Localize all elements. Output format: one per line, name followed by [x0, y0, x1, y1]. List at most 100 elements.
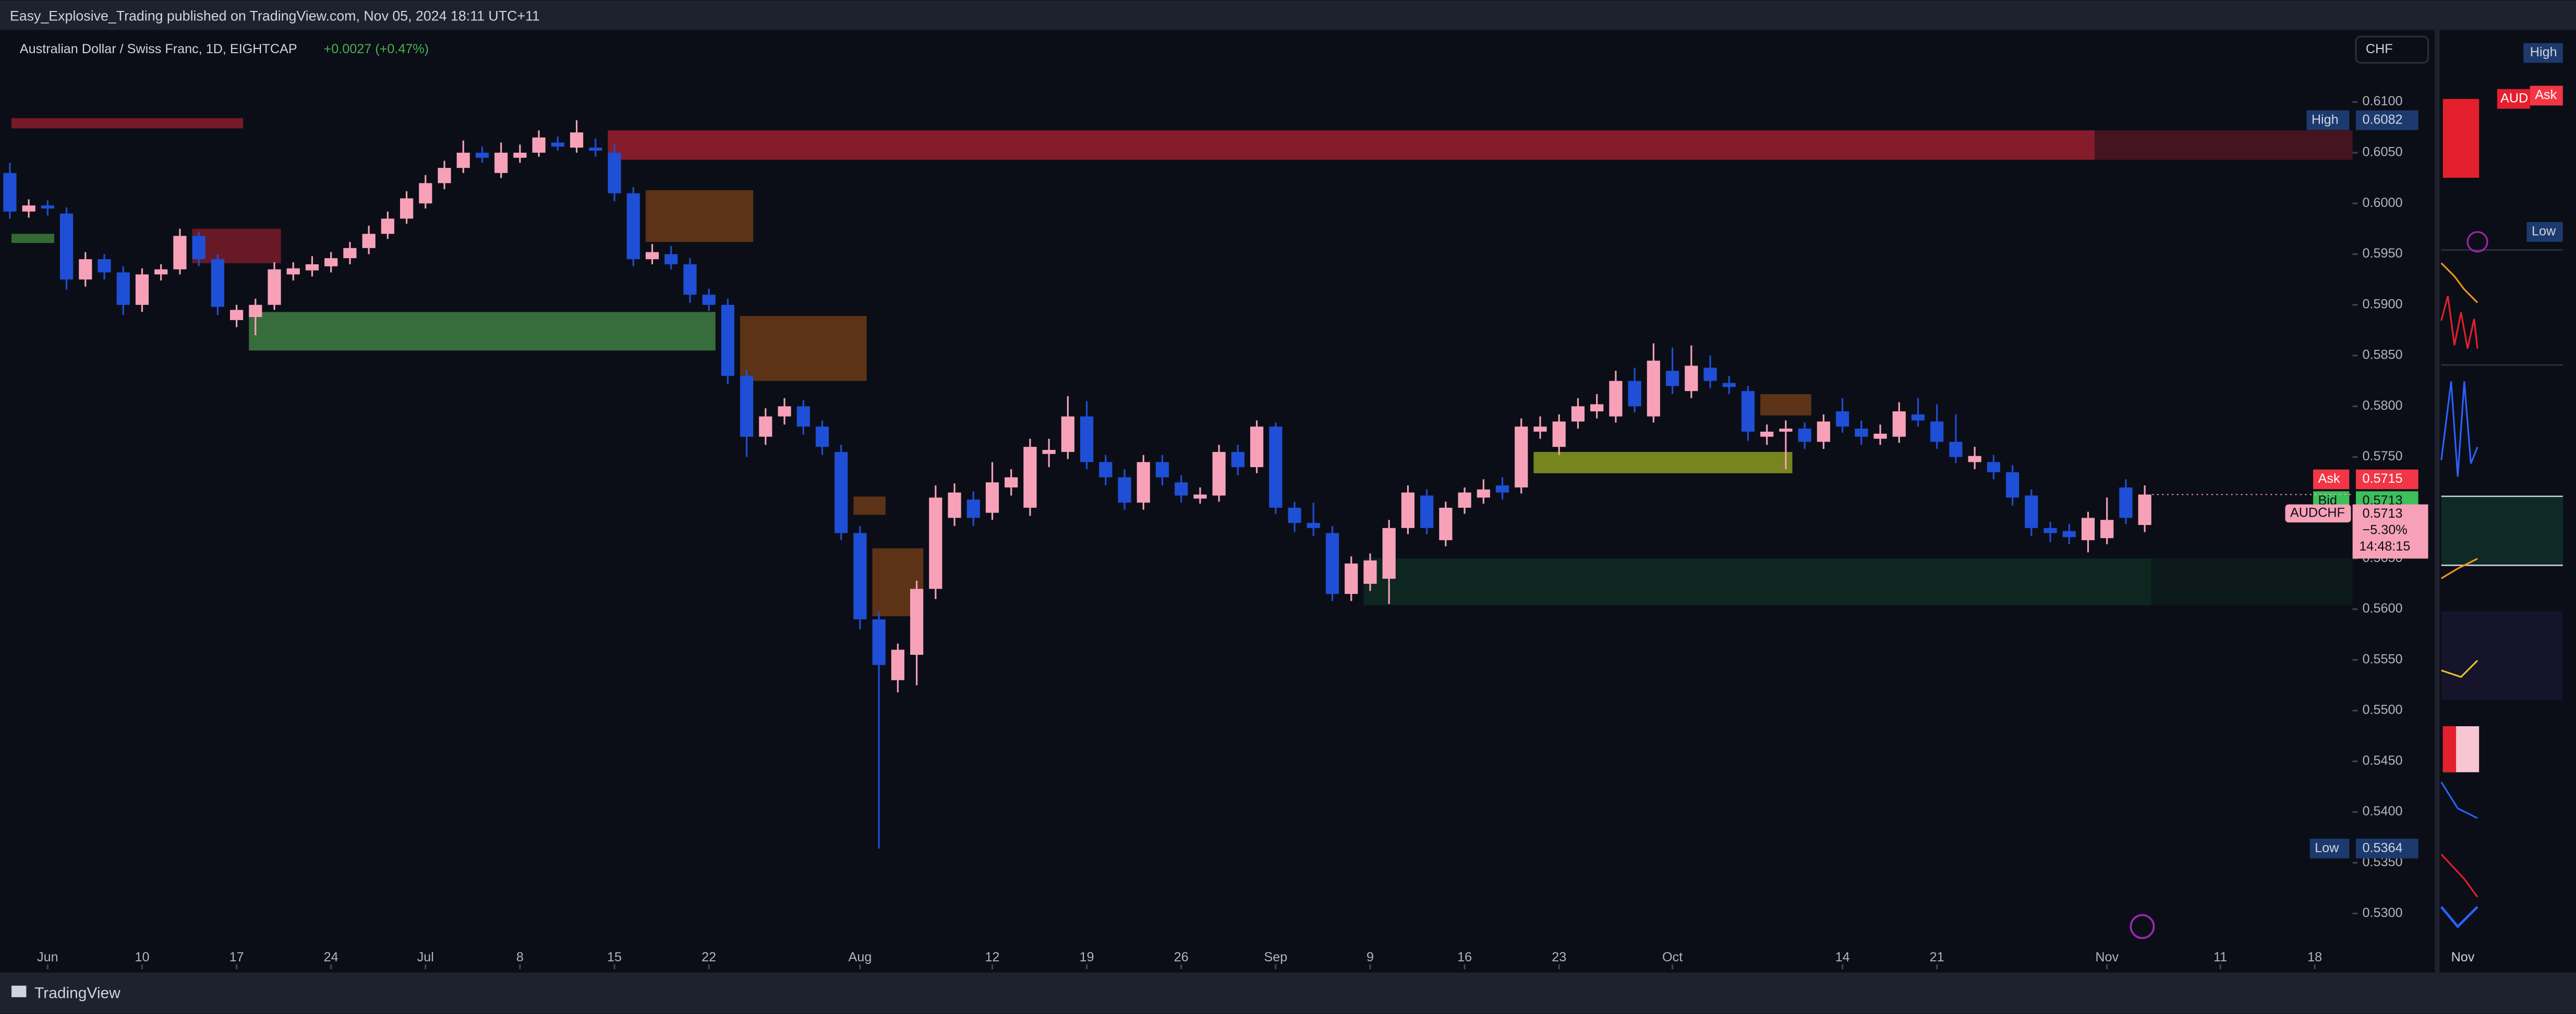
candle-body: [1571, 406, 1585, 422]
last-symbol: AUDCHF: [2290, 505, 2345, 520]
candle-body: [1155, 462, 1169, 478]
ask-box: [2313, 469, 2350, 490]
y-tick-label: 0.5850: [2363, 348, 2403, 362]
candle-body: [1835, 411, 1849, 427]
tag-box: [2526, 222, 2563, 242]
x-tick-label: 15: [607, 950, 622, 964]
candle-body: [796, 406, 810, 427]
tag-box: [2497, 89, 2530, 109]
replay-icon[interactable]: [2130, 914, 2155, 939]
panel-curve: [2441, 659, 2478, 678]
candle-body: [948, 492, 961, 518]
candle-body: [1212, 451, 1226, 496]
y-tick-label: 0.5550: [2363, 652, 2403, 666]
y-tick-label: 0.6000: [2363, 196, 2403, 210]
ask-value-box: [2355, 469, 2418, 490]
x-tick-label: 24: [324, 950, 338, 964]
ask-value: 0.5715: [2363, 471, 2403, 486]
candle-body: [626, 193, 640, 260]
candle-body: [985, 482, 999, 513]
candle-body: [229, 310, 244, 320]
zone-extension: [2095, 130, 2353, 160]
candle-body: [835, 451, 848, 533]
candle-body: [1175, 482, 1188, 496]
candle-body: [1288, 507, 1301, 523]
candle-body: [910, 589, 924, 655]
candle-body: [1703, 368, 1717, 381]
panel-icon: [2466, 231, 2488, 253]
tag-box: [2530, 85, 2563, 106]
candle-body: [1515, 426, 1528, 487]
panel-candles: [2442, 99, 2480, 178]
tag-box: [2523, 43, 2563, 63]
candle-body: [608, 152, 621, 193]
candle-body: [815, 426, 829, 447]
candle-body: [79, 259, 92, 280]
candle-body: [1873, 433, 1887, 439]
side-ask: Ask: [2535, 88, 2557, 102]
candle-body: [2100, 520, 2114, 539]
candle-body: [1061, 416, 1075, 452]
currency-button[interactable]: [2355, 35, 2429, 64]
candle-body: [475, 152, 489, 158]
candle-body: [1798, 429, 1811, 442]
candle-body: [645, 252, 659, 260]
candle-body: [173, 236, 187, 270]
x-tick-label: Sep: [1264, 950, 1287, 964]
high-label: High: [2312, 112, 2339, 127]
candle-body: [551, 142, 564, 147]
plot: 0.6100 0.6050 0.6000 0.5950 0.5900 0.5850 0.58…: [3, 94, 2428, 970]
side-symbol: AUD: [2500, 91, 2528, 105]
x-tick-label: 19: [1080, 950, 1094, 964]
candle-body: [1136, 462, 1150, 503]
y-tick-label: 0.5600: [2363, 601, 2403, 616]
candle-body: [1685, 365, 1698, 392]
candle-body: [1609, 381, 1623, 417]
x-tick-label: 23: [1552, 950, 1566, 964]
candle-body: [1911, 414, 1925, 421]
zone: [192, 228, 281, 263]
candle-body: [494, 152, 508, 173]
candle-body: [1099, 462, 1112, 478]
candle-body: [1307, 523, 1320, 528]
top-bar: [0, 0, 2576, 30]
side-panel: High AUD Ask Low Nov: [2440, 43, 2563, 964]
panel-bars: [2442, 726, 2457, 773]
candle-body: [211, 259, 224, 307]
candle-body: [721, 304, 734, 376]
low-value: 0.5364: [2363, 840, 2403, 855]
zone: [249, 312, 716, 351]
footer-brand: TradingView: [34, 984, 120, 1001]
last-countdown: 14:48:15: [2359, 539, 2410, 554]
candle-body: [1722, 383, 1736, 387]
panel-curve: [2440, 906, 2478, 929]
candle-body: [778, 406, 791, 417]
candle-body: [192, 236, 205, 260]
candle-body: [1382, 528, 1396, 579]
candle-body: [1363, 560, 1377, 584]
candle-body: [1779, 429, 1793, 432]
candle-body: [1533, 426, 1547, 432]
candle-body: [1458, 492, 1471, 508]
ask-label: Ask: [2318, 471, 2340, 486]
panel-band: [2441, 611, 2563, 700]
currency-label: CHF: [2366, 42, 2393, 56]
candle-body: [22, 205, 35, 212]
candle-body: [2138, 494, 2151, 525]
candle-body: [589, 148, 602, 151]
candle-body: [1741, 391, 1755, 432]
y-tick-label: 0.6100: [2363, 94, 2403, 108]
candle-body: [1855, 429, 1868, 437]
candle-body: [664, 254, 678, 264]
candle-body: [381, 218, 394, 234]
y-tick-label: 0.5300: [2363, 906, 2403, 920]
tv-logo: [11, 985, 27, 997]
candle-body: [1760, 431, 1774, 437]
candle-body: [1930, 421, 1944, 442]
x-tick-label: 8: [516, 950, 524, 964]
panel-curve: [2440, 262, 2478, 303]
zone: [1363, 558, 2151, 605]
x-tick-label: Jun: [37, 950, 58, 964]
x-tick-label: Nov: [2095, 950, 2119, 964]
